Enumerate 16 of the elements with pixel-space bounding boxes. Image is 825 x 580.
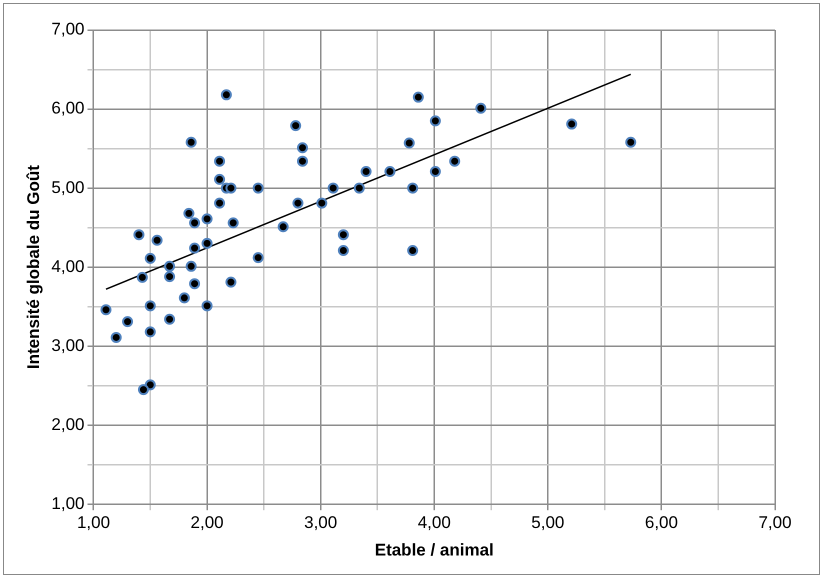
x-tick-label: 7,00 xyxy=(758,513,792,532)
y-tick-label: 6,00 xyxy=(51,98,84,118)
y-axis-title: Intensité globale du Goût xyxy=(24,164,43,370)
y-tick-label: 3,00 xyxy=(51,336,84,355)
y-tick-label: 7,00 xyxy=(51,20,84,39)
x-tick-label: 5,00 xyxy=(531,513,564,532)
x-tick-label: 2,00 xyxy=(190,513,224,532)
x-tick-label: 1,00 xyxy=(76,513,110,532)
x-tick-label: 6,00 xyxy=(644,513,678,532)
y-tick-label: 1,00 xyxy=(51,494,84,513)
y-tick-label: 5,00 xyxy=(51,178,84,197)
y-tick-label: 2,00 xyxy=(51,414,84,434)
x-tick-label: 3,00 xyxy=(304,513,338,532)
x-axis-title: Etable / animal xyxy=(374,540,494,560)
y-tick-label: 4,00 xyxy=(51,256,84,276)
x-tick-label: 4,00 xyxy=(418,513,451,532)
